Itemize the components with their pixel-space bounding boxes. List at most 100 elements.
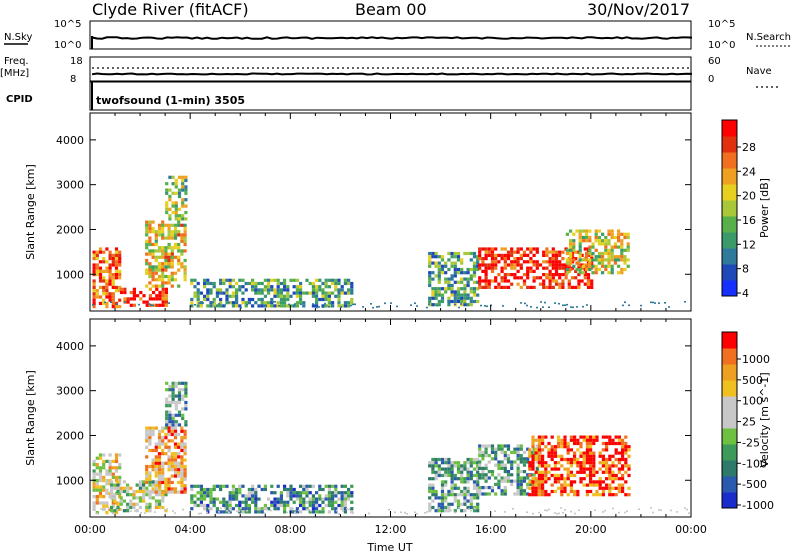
heatmap-cell bbox=[122, 489, 126, 494]
heatmap-cell bbox=[440, 493, 445, 497]
heatmap-cell bbox=[177, 194, 182, 199]
heatmap-cell bbox=[145, 489, 149, 494]
heatmap-cell bbox=[481, 257, 485, 261]
heatmap-cell bbox=[611, 477, 615, 481]
heatmap-cell bbox=[102, 466, 106, 470]
heatmap-cell bbox=[193, 503, 197, 508]
heatmap-cell bbox=[553, 454, 557, 458]
heatmap-cell bbox=[129, 499, 133, 503]
heatmap-cell bbox=[534, 483, 538, 487]
heatmap-cell bbox=[565, 248, 569, 252]
heatmap-cell bbox=[180, 468, 184, 472]
heatmap-cell bbox=[218, 303, 220, 305]
heatmap-cell bbox=[476, 457, 480, 462]
heatmap-cell bbox=[167, 429, 171, 433]
colorbar-swatch bbox=[722, 380, 737, 397]
heatmap-cell bbox=[487, 266, 491, 270]
heatmap-cell bbox=[95, 266, 99, 270]
heatmap-cell bbox=[111, 475, 115, 479]
heatmap-cell bbox=[583, 276, 587, 280]
heatmap-cell bbox=[138, 499, 142, 503]
heatmap-cell bbox=[174, 217, 178, 221]
heatmap-cell bbox=[617, 483, 621, 487]
heatmap-cell bbox=[553, 473, 557, 478]
heatmap-cell bbox=[138, 496, 142, 500]
heatmap-cell bbox=[456, 255, 461, 259]
heatmap-cell bbox=[569, 261, 573, 265]
heatmap-cell bbox=[154, 426, 158, 430]
y-tick-label: 3000 bbox=[56, 385, 84, 398]
heatmap-cell bbox=[434, 477, 438, 481]
heatmap-cell bbox=[167, 265, 171, 269]
heatmap-cell bbox=[173, 226, 178, 231]
heatmap-cell bbox=[92, 501, 96, 505]
heatmap-cell bbox=[193, 291, 197, 295]
heatmap-cell bbox=[267, 507, 271, 511]
heatmap-cell bbox=[299, 285, 303, 289]
heatmap-cell bbox=[142, 300, 146, 304]
heatmap-cell bbox=[526, 447, 530, 451]
heatmap-cell bbox=[437, 280, 441, 284]
heatmap-cell bbox=[500, 285, 504, 289]
heatmap-cell bbox=[440, 258, 445, 262]
heatmap-cell bbox=[148, 268, 152, 272]
heatmap-cell bbox=[537, 470, 541, 474]
heatmap-cell bbox=[354, 303, 356, 306]
heatmap-cell bbox=[164, 274, 168, 279]
heatmap-cell bbox=[184, 423, 188, 427]
heatmap-cell bbox=[617, 438, 621, 442]
heatmap-cell bbox=[437, 303, 441, 307]
nave-tick-bottom: 0 bbox=[708, 74, 714, 85]
heatmap-cell bbox=[617, 441, 621, 446]
heatmap-cell bbox=[98, 269, 103, 273]
heatmap-cell bbox=[337, 294, 341, 298]
heatmap-cell bbox=[171, 400, 175, 405]
heatmap-cell bbox=[108, 298, 112, 302]
heatmap-cell bbox=[322, 306, 324, 308]
heatmap-cell bbox=[460, 480, 464, 484]
heatmap-cell bbox=[416, 305, 418, 307]
heatmap-cell bbox=[241, 278, 245, 282]
heatmap-cell bbox=[135, 502, 139, 506]
heatmap-cell bbox=[157, 461, 162, 465]
heatmap-cell bbox=[541, 493, 545, 497]
heatmap-cell bbox=[576, 489, 580, 494]
heatmap-cell bbox=[196, 484, 200, 488]
heatmap-cell bbox=[286, 511, 288, 514]
heatmap-cell bbox=[526, 473, 530, 477]
heatmap-cell bbox=[260, 297, 264, 302]
heatmap-cell bbox=[145, 303, 149, 307]
heatmap-cell bbox=[431, 303, 435, 307]
heatmap-cell bbox=[170, 278, 174, 282]
heatmap-cell bbox=[585, 229, 589, 233]
heatmap-cell bbox=[102, 292, 106, 296]
heatmap-cell bbox=[154, 278, 158, 282]
heatmap-cell bbox=[240, 306, 242, 309]
heatmap-cell bbox=[295, 301, 299, 305]
heatmap-cell bbox=[484, 476, 488, 480]
heatmap-cell bbox=[560, 483, 564, 487]
heatmap-cell bbox=[623, 248, 627, 252]
heatmap-cell bbox=[526, 266, 530, 270]
colorbar-tick-label: 28 bbox=[742, 141, 756, 154]
heatmap-cell bbox=[151, 271, 155, 275]
heatmap-cell bbox=[456, 470, 461, 474]
heatmap-cell bbox=[95, 273, 99, 277]
heatmap-cell bbox=[199, 291, 203, 295]
heatmap-cell bbox=[531, 445, 535, 449]
heatmap-cell bbox=[114, 266, 119, 270]
heatmap-cell bbox=[111, 305, 115, 309]
heatmap-cell bbox=[560, 507, 562, 509]
heatmap-cell bbox=[484, 486, 488, 490]
heatmap-cell bbox=[203, 285, 207, 289]
heatmap-cell bbox=[350, 291, 354, 295]
heatmap-cell bbox=[161, 297, 165, 301]
heatmap-cell bbox=[572, 306, 574, 309]
heatmap-cell bbox=[516, 476, 520, 480]
heatmap-cell bbox=[623, 232, 627, 236]
heatmap-cell bbox=[592, 435, 596, 439]
heatmap-cell bbox=[592, 493, 596, 497]
heatmap-cell bbox=[92, 504, 96, 508]
heatmap-cell bbox=[161, 255, 165, 259]
heatmap-cell bbox=[506, 279, 511, 283]
